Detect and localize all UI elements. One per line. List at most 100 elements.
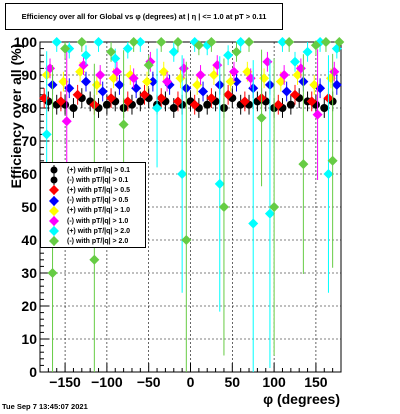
data-point (281, 86, 292, 97)
x-tick-label: −150 (49, 374, 81, 390)
data-point (60, 43, 71, 54)
data-point (128, 73, 139, 84)
data-point (256, 112, 267, 123)
legend-label: (+) with pT/|q| > 1.0 (67, 207, 131, 215)
data-point (329, 66, 340, 77)
data-point (139, 89, 150, 100)
x-tick-label: −50 (137, 374, 161, 390)
legend-entry: (-) with pT/|q| > 0.5 (41, 195, 145, 206)
data-point (195, 70, 206, 80)
data-point (95, 70, 106, 80)
data-point (122, 43, 133, 54)
data-point (248, 218, 259, 229)
data-point (334, 37, 345, 47)
legend-label: (-) with pT/|q| > 0.5 (67, 197, 129, 205)
data-point (142, 76, 153, 87)
data-point (128, 37, 139, 47)
data-point (320, 104, 329, 112)
data-point (156, 93, 167, 104)
x-tick-label: 0 (187, 374, 195, 390)
legend-entry: (+) with pT/|q| > 1.0 (41, 205, 145, 216)
data-point (111, 66, 122, 77)
legend-entry: (+) with pT/|q| > 0.5 (41, 185, 145, 196)
data-point (106, 93, 117, 104)
timestamp: Tue Sep 7 13:45:07 2021 (2, 402, 88, 411)
legend-marker (41, 175, 67, 186)
legend-entry: (-) with pT/|q| > 2.0 (41, 236, 145, 247)
y-tick-label: 40 (21, 232, 37, 248)
data-point (206, 37, 217, 47)
data-point (225, 76, 236, 87)
x-tick-label: −100 (91, 374, 123, 390)
y-tick-label: 0 (29, 364, 37, 380)
data-point (306, 96, 317, 107)
data-point (208, 70, 219, 80)
data-point (228, 66, 239, 77)
data-point (143, 60, 154, 71)
data-point (122, 96, 133, 107)
data-point (168, 46, 179, 57)
data-point (135, 37, 146, 47)
legend-label: (+) with pT/|q| > 0.5 (67, 186, 131, 194)
data-point (51, 37, 62, 47)
y-tick-label: 70 (21, 133, 37, 149)
legend: (+) with pT/|q| > 0.1 (-) with pT/|q| > 0… (40, 162, 146, 248)
data-point (158, 66, 169, 77)
data-point (290, 89, 301, 100)
legend-entry: (-) with pT/|q| > 1.0 (41, 216, 145, 227)
y-tick-label: 60 (21, 166, 37, 182)
data-point (264, 208, 275, 219)
data-point (231, 46, 242, 57)
data-point (320, 37, 331, 47)
data-point (284, 37, 295, 47)
data-point (302, 46, 313, 57)
data-point (177, 169, 188, 179)
data-point (106, 46, 117, 57)
data-point (55, 96, 66, 107)
legend-entry: (-) with pT/|q| > 0.1 (41, 175, 145, 186)
data-point (273, 99, 284, 110)
data-point (239, 96, 250, 107)
data-point (323, 169, 334, 179)
data-point (76, 37, 87, 47)
data-point (175, 73, 186, 84)
legend-label: (-) with pT/|q| > 0.1 (67, 176, 129, 184)
y-tick-label: 90 (21, 67, 37, 83)
x-tick-label: 150 (304, 374, 328, 390)
data-point (298, 159, 309, 170)
data-point (269, 202, 280, 212)
legend-label: (+) with pT/|q| > 0.1 (67, 166, 131, 174)
data-point (110, 53, 121, 64)
data-point (223, 89, 234, 100)
data-point (206, 93, 217, 104)
data-point (198, 86, 209, 97)
data-point (279, 70, 290, 80)
legend-marker (41, 226, 67, 237)
data-point (244, 37, 255, 47)
data-point (235, 37, 246, 47)
data-point (312, 109, 323, 120)
legend-entry: (+) with pT/|q| > 2.0 (41, 226, 145, 237)
data-point (193, 40, 204, 51)
legend-entry: (+) with pT/|q| > 0.1 (41, 165, 145, 176)
x-tick-label: 50 (225, 374, 241, 390)
data-point (192, 79, 203, 90)
data-point (114, 79, 125, 90)
data-point (327, 155, 338, 166)
x-axis-label: φ (degrees) (263, 391, 340, 407)
data-point (80, 76, 91, 87)
data-point (223, 50, 234, 61)
data-point (286, 100, 295, 109)
data-point (93, 37, 104, 47)
data-point (277, 37, 288, 47)
legend-marker (41, 216, 67, 227)
data-point (80, 50, 91, 61)
data-point (172, 37, 183, 47)
y-tick-label: 30 (21, 265, 37, 281)
legend-label: (+) with pT/|q| > 2.0 (67, 227, 131, 235)
data-point (41, 129, 52, 140)
data-point (118, 119, 129, 130)
y-tick-label: 100 (14, 34, 38, 50)
legend-marker (41, 165, 67, 176)
